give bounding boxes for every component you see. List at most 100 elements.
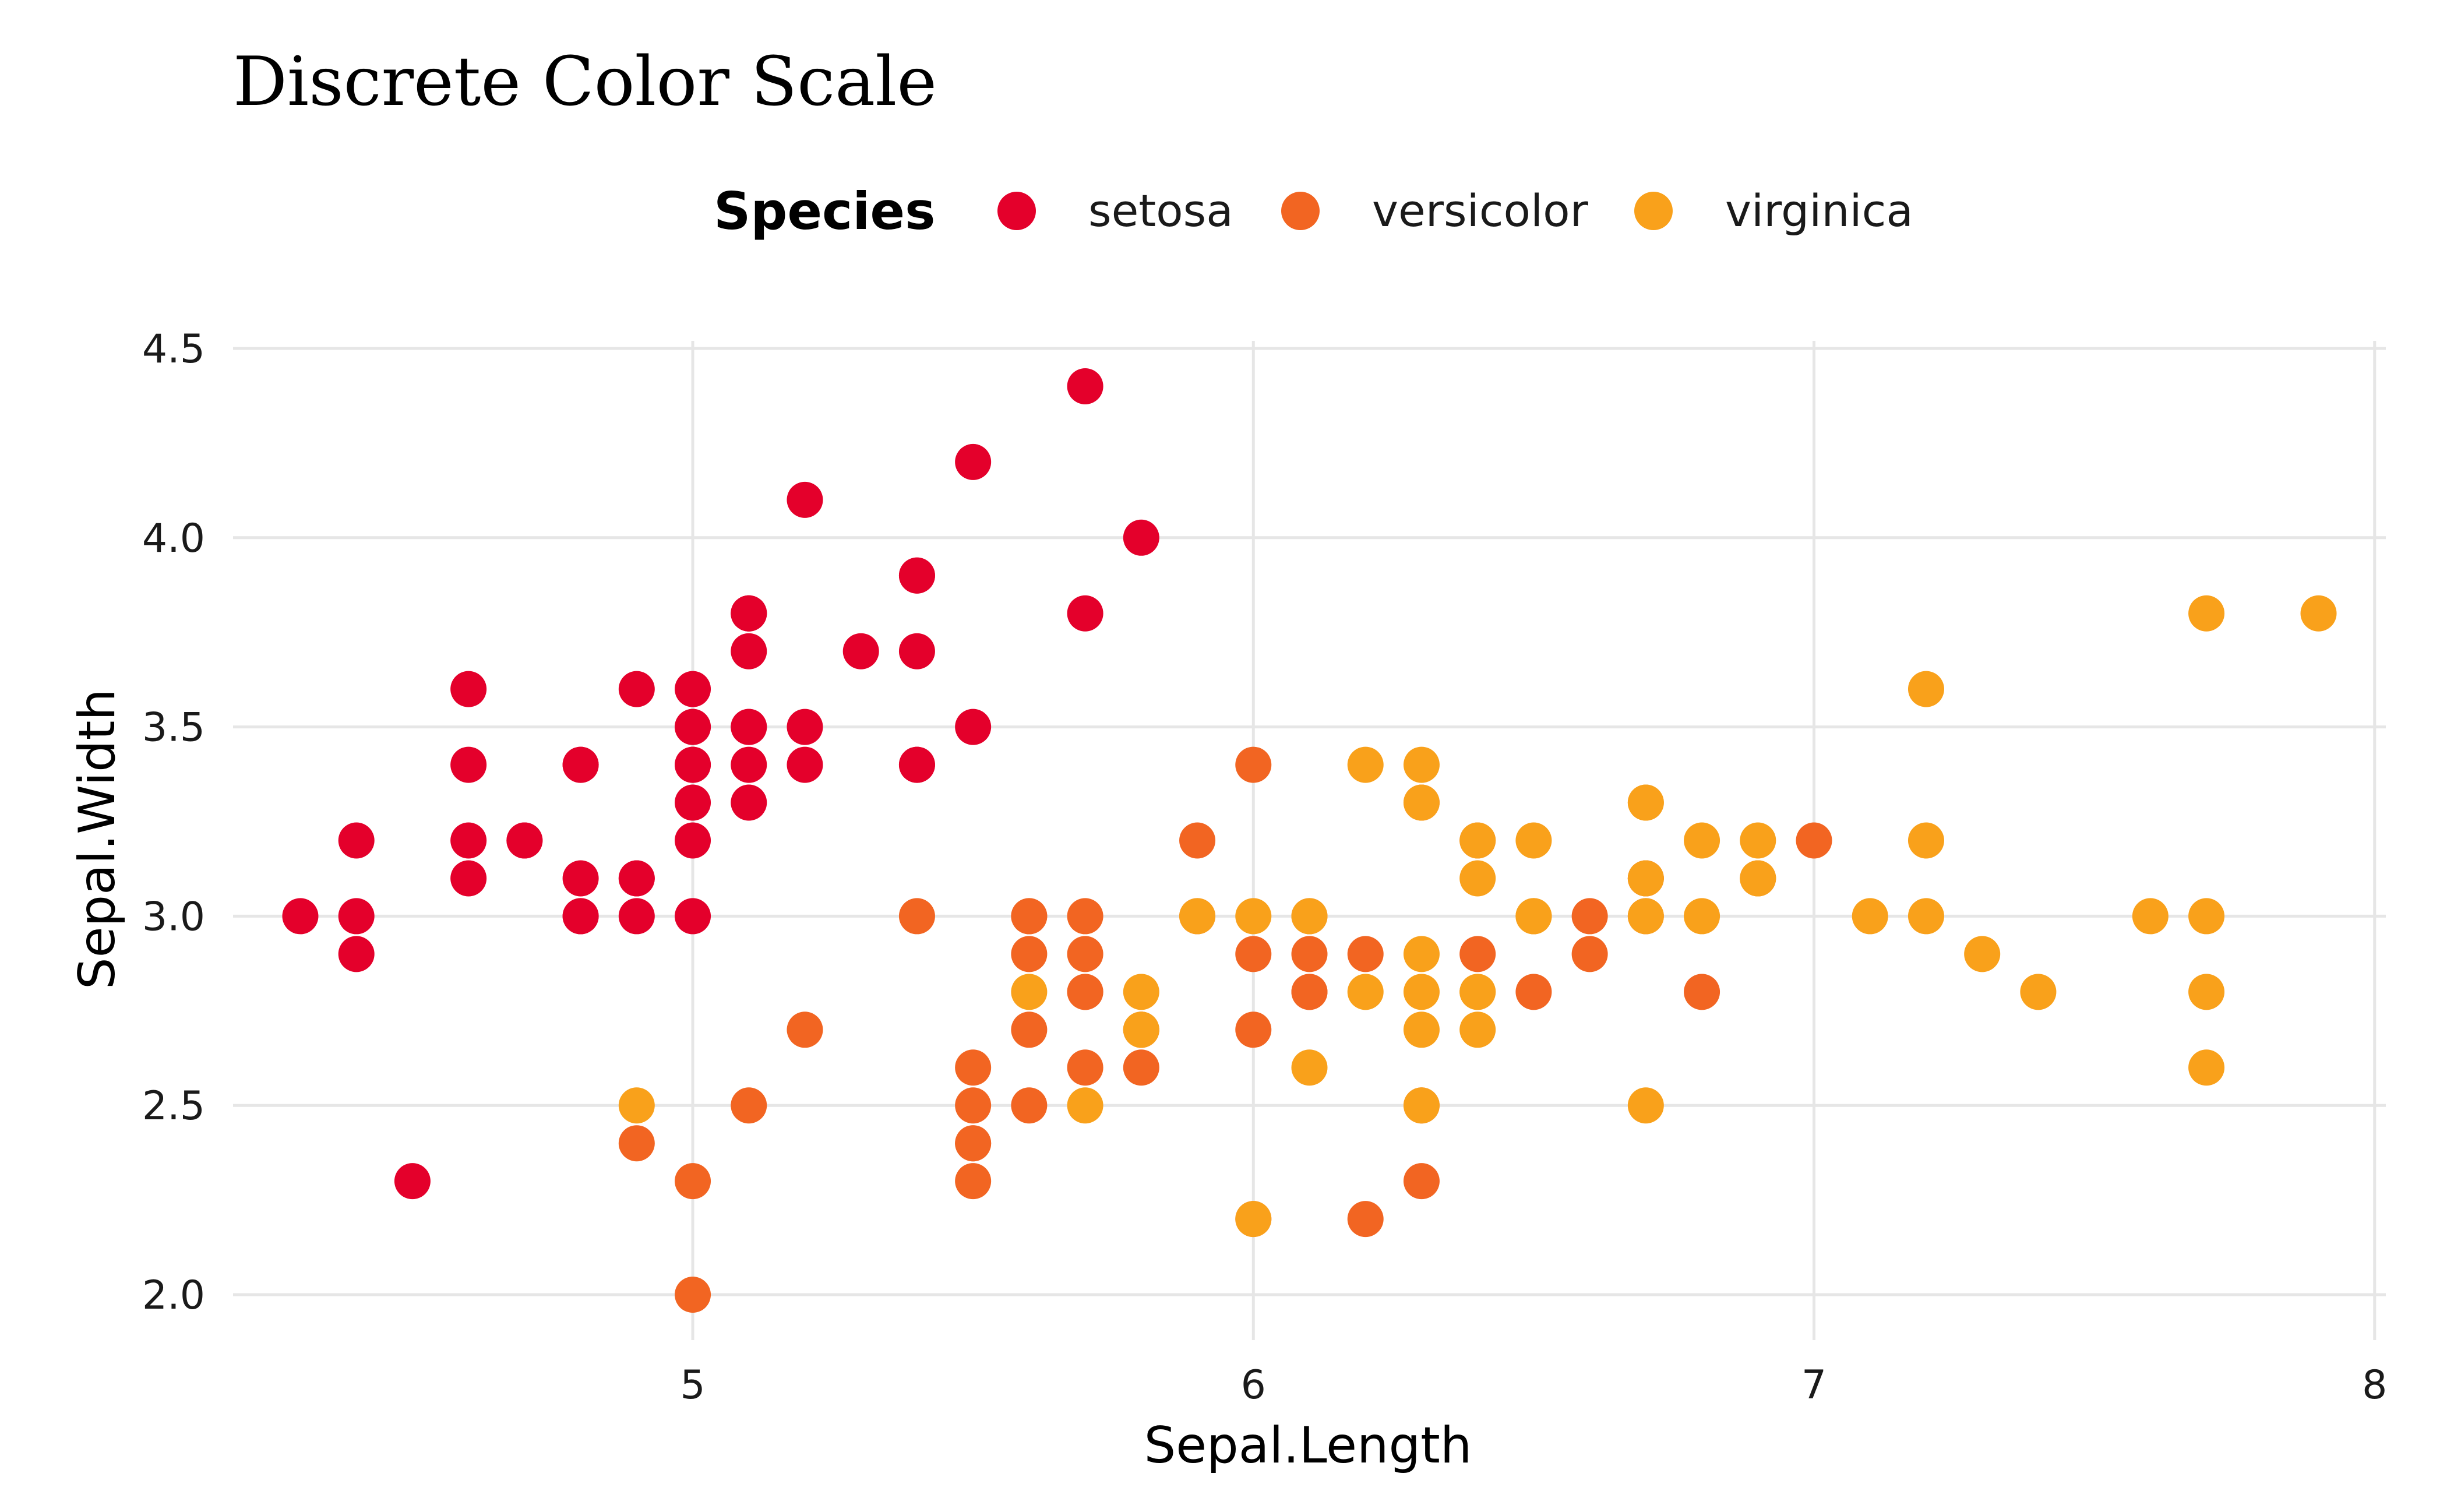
legend-item-virginica: virginica — [1634, 185, 1913, 237]
legend-label-versicolor: versicolor — [1372, 185, 1589, 237]
data-point-setosa — [562, 898, 599, 935]
data-point-virginica — [2188, 974, 2225, 1010]
legend-key-versicolor — [1281, 192, 1320, 230]
data-point-setosa — [675, 898, 711, 935]
data-point-setosa — [675, 671, 711, 707]
data-point-setosa — [731, 784, 767, 821]
data-point-setosa — [450, 671, 487, 707]
data-point-setosa — [675, 784, 711, 821]
data-point-versicolor — [1571, 898, 1608, 935]
data-point-setosa — [787, 709, 823, 745]
data-point-setosa — [898, 557, 935, 594]
data-point-setosa — [1067, 595, 1103, 632]
data-point-setosa — [618, 671, 655, 707]
data-point-virginica — [1852, 898, 1888, 935]
data-point-setosa — [450, 860, 487, 897]
data-point-setosa — [898, 746, 935, 783]
y-tick-label: 4.0 — [142, 516, 205, 562]
grid-lines — [233, 341, 2386, 1340]
data-point-setosa — [506, 822, 543, 859]
data-point-setosa — [450, 822, 487, 859]
data-point-versicolor — [1515, 974, 1552, 1010]
data-point-virginica — [1291, 898, 1328, 935]
data-point-virginica — [1907, 898, 1944, 935]
data-point-setosa — [1067, 368, 1103, 404]
data-point-versicolor — [1684, 974, 1720, 1010]
y-tick-label: 2.0 — [142, 1273, 205, 1319]
data-point-setosa — [394, 1163, 431, 1200]
data-point-virginica — [1684, 822, 1720, 859]
data-point-setosa — [338, 822, 375, 859]
x-tick-label: 5 — [680, 1362, 705, 1408]
data-point-virginica — [1123, 974, 1159, 1010]
data-point-virginica — [1907, 822, 1944, 859]
data-point-versicolor — [1291, 974, 1328, 1010]
data-point-virginica — [1403, 936, 1440, 972]
data-point-virginica — [2188, 898, 2225, 935]
data-point-virginica — [1907, 671, 1944, 707]
data-point-versicolor — [1403, 1163, 1440, 1200]
tick-labels: 5 6 7 8 2.0 2.5 3.0 3.5 4.0 4.5 — [142, 326, 2388, 1408]
y-tick-label: 3.0 — [142, 894, 205, 940]
series-versicolor — [618, 746, 1832, 1313]
data-point-setosa — [898, 633, 935, 669]
data-point-setosa — [731, 595, 767, 632]
legend-title: Species — [714, 181, 935, 241]
chart-title: Discrete Color Scale — [233, 43, 937, 121]
y-tick-label: 4.5 — [142, 326, 205, 372]
data-point-versicolor — [955, 1087, 992, 1124]
data-point-virginica — [1459, 860, 1496, 897]
data-point-setosa — [731, 633, 767, 669]
data-point-setosa — [338, 936, 375, 972]
data-point-setosa — [618, 898, 655, 935]
data-point-virginica — [1740, 860, 1776, 897]
data-point-setosa — [282, 898, 319, 935]
data-point-versicolor — [1235, 1011, 1272, 1048]
data-point-virginica — [1515, 898, 1552, 935]
data-point-versicolor — [1796, 822, 1832, 859]
data-point-setosa — [1123, 519, 1159, 556]
data-point-virginica — [1291, 1049, 1328, 1086]
data-point-setosa — [842, 633, 879, 669]
data-point-versicolor — [1123, 1049, 1159, 1086]
data-point-virginica — [1684, 898, 1720, 935]
x-tick-label: 6 — [1241, 1362, 1266, 1408]
series-virginica — [618, 595, 2337, 1238]
data-point-versicolor — [955, 1163, 992, 1200]
x-tick-label: 8 — [2362, 1362, 2387, 1408]
data-point-versicolor — [898, 898, 935, 935]
data-point-versicolor — [675, 1277, 711, 1313]
data-point-virginica — [1515, 822, 1552, 859]
legend: Species setosa versicolor virginica — [714, 181, 1913, 241]
y-tick-label: 3.5 — [142, 705, 205, 751]
y-tick-label: 2.5 — [142, 1083, 205, 1129]
data-point-versicolor — [1571, 936, 1608, 972]
data-point-setosa — [562, 746, 599, 783]
data-point-virginica — [1459, 974, 1496, 1010]
data-point-setosa — [787, 746, 823, 783]
data-point-virginica — [1627, 784, 1664, 821]
legend-label-virginica: virginica — [1725, 185, 1913, 237]
series-setosa — [282, 368, 1159, 1200]
data-point-setosa — [562, 860, 599, 897]
data-point-setosa — [787, 481, 823, 518]
data-point-virginica — [1403, 784, 1440, 821]
data-point-virginica — [618, 1087, 655, 1124]
data-point-virginica — [1964, 936, 2001, 972]
data-point-virginica — [1627, 1087, 1664, 1124]
legend-label-setosa: setosa — [1088, 185, 1233, 237]
data-point-versicolor — [1067, 1049, 1103, 1086]
data-point-versicolor — [675, 1163, 711, 1200]
data-point-setosa — [731, 746, 767, 783]
data-point-setosa — [338, 898, 375, 935]
data-point-virginica — [2188, 1049, 2225, 1086]
data-point-virginica — [2020, 974, 2057, 1010]
data-point-versicolor — [1291, 936, 1328, 972]
legend-key-virginica — [1634, 192, 1673, 230]
data-point-virginica — [1403, 746, 1440, 783]
data-point-setosa — [731, 709, 767, 745]
data-point-setosa — [675, 822, 711, 859]
data-point-versicolor — [1235, 746, 1272, 783]
legend-item-setosa: setosa — [997, 185, 1233, 237]
